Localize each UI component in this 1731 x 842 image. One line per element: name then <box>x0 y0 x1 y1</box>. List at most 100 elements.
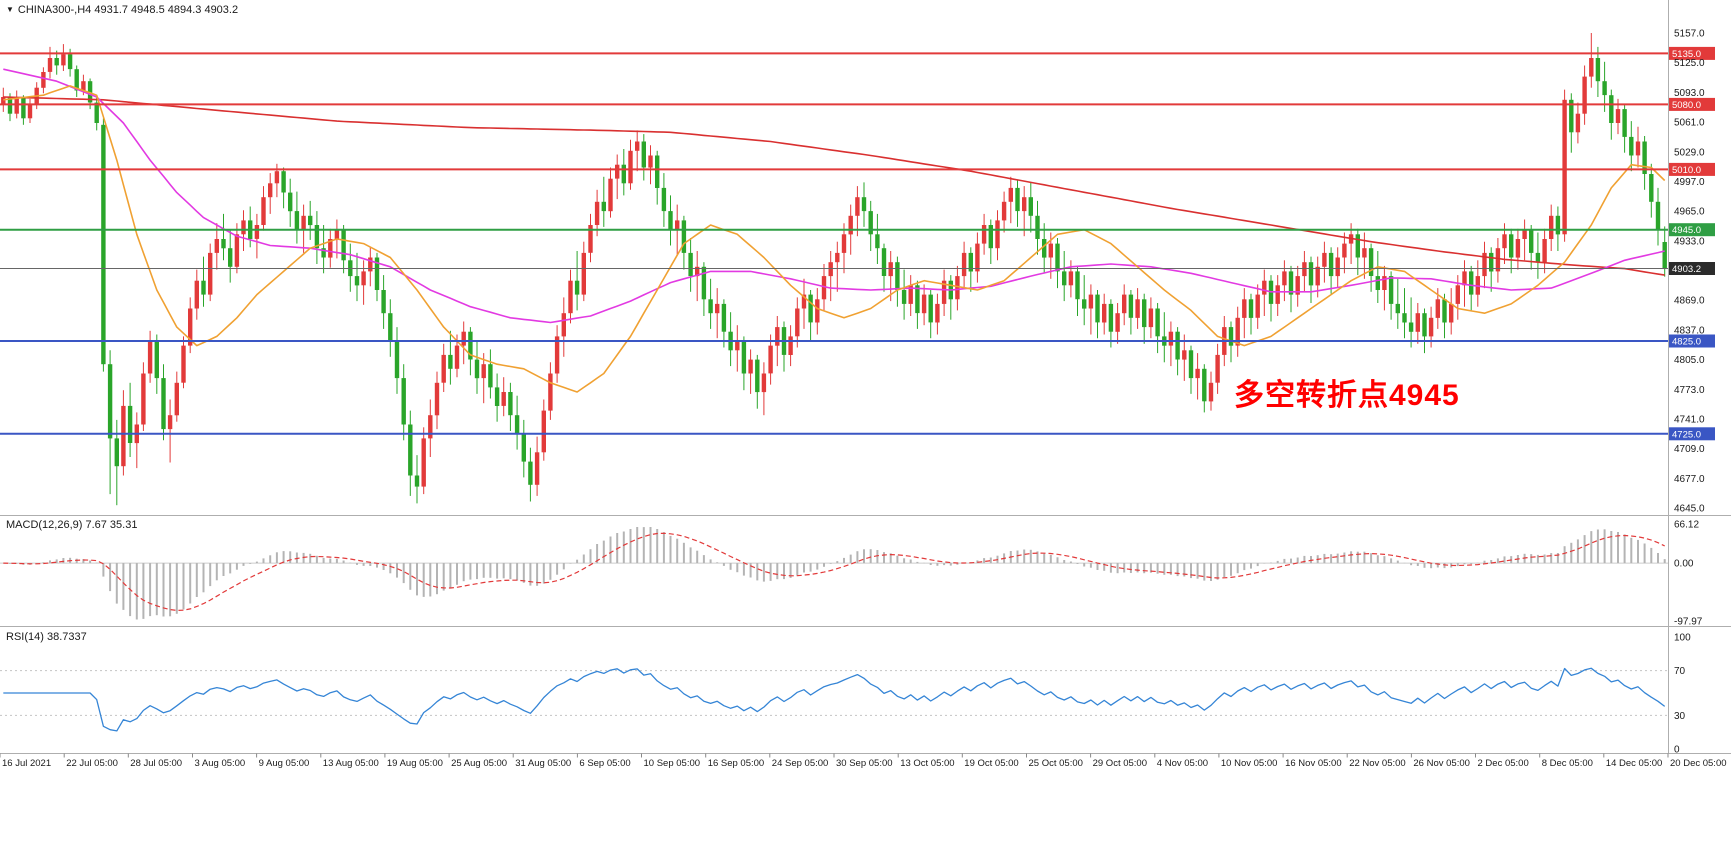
time-label: 16 Sep 05:00 <box>708 758 765 769</box>
time-label: 16 Nov 05:00 <box>1285 758 1342 769</box>
candle-body <box>181 345 186 383</box>
candle-body <box>1622 109 1627 137</box>
candle-body <box>1408 322 1414 332</box>
candle-body <box>241 220 246 235</box>
candle-body <box>768 345 773 374</box>
candle-body <box>1302 262 1307 277</box>
candle-body <box>41 72 46 88</box>
candle-body <box>1282 271 1287 286</box>
candle-body <box>1428 317 1434 337</box>
candle-body <box>501 392 506 406</box>
time-label: 10 Sep 05:00 <box>644 758 701 769</box>
time-label: 22 Nov 05:00 <box>1349 758 1406 769</box>
candle-body <box>488 364 493 388</box>
candle-body <box>388 313 393 341</box>
time-scale[interactable]: 16 Jul 2021 22 Jul 05:00 28 Jul 05:00 3 Aug… <box>0 753 1727 770</box>
candle-body <box>1322 252 1327 267</box>
time-label: 29 Oct 05:00 <box>1093 758 1147 769</box>
candle-body <box>208 252 213 295</box>
candle-body <box>915 285 920 314</box>
candle-body <box>708 299 713 314</box>
candle-body <box>521 433 526 462</box>
candle-body <box>47 58 53 72</box>
candle-body <box>1048 243 1053 258</box>
candle-body <box>1175 331 1180 360</box>
candle-body <box>368 257 373 272</box>
candle-body <box>1569 99 1574 133</box>
candle-body <box>1495 248 1501 272</box>
symbol-timeframe: CHINA300-,H4 <box>17 4 92 16</box>
candle-body <box>875 234 880 249</box>
candle-body <box>741 341 747 374</box>
candle-body <box>1135 299 1140 318</box>
candle-body <box>548 373 553 411</box>
candle-body <box>228 248 233 267</box>
candle-body <box>508 392 513 416</box>
candle-body <box>434 382 440 416</box>
candle-body <box>1262 280 1267 295</box>
candle-body <box>1068 271 1074 286</box>
macd-panel[interactable]: 66.12 0.00 -97.97 <box>0 520 1703 628</box>
candle-body <box>1455 285 1460 304</box>
candle-body <box>888 262 893 277</box>
candle-body <box>1449 303 1454 323</box>
price-scale-label: 4741.0 <box>1674 414 1705 425</box>
candle-body <box>214 239 219 253</box>
price-level-tag-label: 5080.0 <box>1672 100 1701 111</box>
candle-body <box>881 248 887 276</box>
time-label: 10 Nov 05:00 <box>1221 758 1278 769</box>
price-level-tag <box>1669 334 1715 348</box>
candle-body <box>1555 215 1561 235</box>
candle-body <box>1148 308 1154 328</box>
candle-body <box>641 141 646 168</box>
candle-body <box>101 124 106 365</box>
candle-body <box>868 211 873 235</box>
candle-body <box>1 97 6 105</box>
candle-body <box>308 215 313 226</box>
time-label: 13 Aug 05:00 <box>323 758 379 769</box>
candle-body <box>1402 313 1407 323</box>
candle-body <box>895 262 900 290</box>
candle-body <box>1001 201 1007 221</box>
candle-body <box>454 345 460 369</box>
candle-body <box>901 290 907 304</box>
candle-body <box>328 239 333 258</box>
candle-body <box>81 81 86 91</box>
candle-body <box>361 271 366 286</box>
candle-body <box>1442 299 1447 323</box>
price-scale-label: 4869.0 <box>1674 296 1705 307</box>
time-label: 8 Dec 05:00 <box>1542 758 1593 769</box>
candle-body <box>1122 294 1127 314</box>
time-label: 22 Jul 05:00 <box>66 758 118 769</box>
candle-body <box>441 354 446 383</box>
time-label: 20 Dec 05:00 <box>1670 758 1727 769</box>
price-scale-label: 5125.0 <box>1674 58 1705 69</box>
candle-body <box>1522 229 1527 239</box>
candle-body <box>341 229 346 261</box>
candle-body <box>174 382 179 416</box>
chart-marker-icon[interactable]: ▼ <box>6 5 14 14</box>
price-scale-label: 4773.0 <box>1674 385 1705 396</box>
candle-body <box>815 299 820 323</box>
candle-body <box>414 475 420 487</box>
candle-body <box>1242 299 1247 318</box>
rsi-panel[interactable]: 100 70 30 0 <box>0 633 1691 756</box>
candle-body <box>1182 350 1187 360</box>
price-level-lines[interactable]: 5135.0 5080.0 5010.0 4945.0 4825.0 4725.0 <box>0 46 1715 441</box>
candle-body <box>1542 239 1547 263</box>
candle-body <box>254 225 260 239</box>
price-scale[interactable]: 5157.0 5125.0 5093.0 5061.0 5029.0 4997.0 4965… <box>1674 29 1705 515</box>
candle-body <box>1482 252 1487 277</box>
candle-body <box>941 280 947 304</box>
time-label: 25 Aug 05:00 <box>451 758 507 769</box>
price-scale-label: 4677.0 <box>1674 474 1705 485</box>
candle-body <box>1082 299 1087 309</box>
candle-body <box>688 252 693 277</box>
candle-body <box>1308 262 1314 286</box>
candle-body <box>1108 303 1114 332</box>
annotation-text[interactable]: 多空转折点4945 <box>1234 379 1460 412</box>
candle-body <box>935 303 940 323</box>
candle-body <box>194 280 199 309</box>
candle-body <box>1342 243 1347 258</box>
